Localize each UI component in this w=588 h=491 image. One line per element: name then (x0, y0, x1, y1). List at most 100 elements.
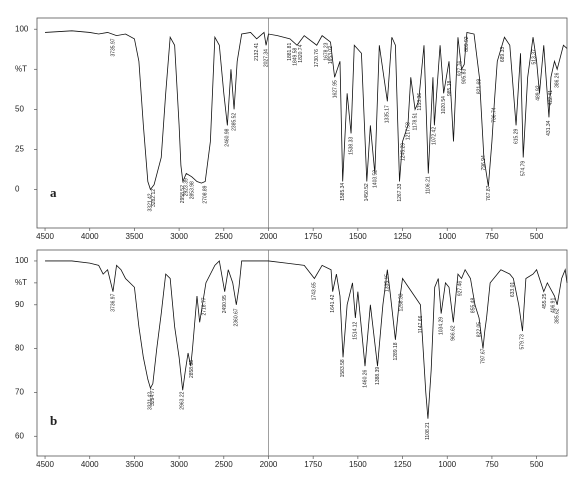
x-tick-label: 500 (530, 232, 544, 241)
peak-label: 1388.39 (375, 367, 381, 385)
peak-label: 2385.52 (231, 113, 237, 131)
peak-label: 1460.26 (362, 369, 368, 387)
x-tick-label: 1000 (438, 232, 456, 241)
x-tick-label: 1500 (349, 460, 367, 469)
peak-label: 2132.41 (254, 43, 260, 61)
peak-label: 1289.18 (393, 342, 399, 360)
peak-label: 889.92 (464, 36, 470, 52)
spectrum-line (45, 30, 568, 191)
peak-label: 3282.12 (151, 189, 157, 207)
peak-label: 386.26 (554, 72, 560, 88)
x-tick-label: 1750 (304, 232, 322, 241)
peak-label: 767.87 (486, 185, 492, 201)
peak-label: 385.62 (554, 308, 560, 324)
y-tick-label: 100 (15, 256, 29, 265)
peak-label: 821.69 (476, 79, 482, 95)
peak-label: 3736.97 (111, 293, 117, 311)
peak-label: 1034.29 (438, 317, 444, 335)
peak-label: 1108.21 (425, 422, 431, 440)
peak-label: 1450.52 (364, 183, 370, 201)
peak-label: 2958.52 (180, 185, 186, 203)
plot-frame (36, 249, 568, 457)
peak-label: 574.79 (521, 161, 527, 177)
y-tick-label: 100 (15, 24, 29, 33)
peak-label: 3294.77 (150, 388, 156, 406)
peak-label: 905.83 (461, 69, 467, 85)
y-tick-label: 50 (15, 104, 24, 113)
x-tick-label: 2500 (215, 460, 233, 469)
peak-label: 2853.98 (189, 181, 195, 199)
peak-label: 1147.66 (418, 315, 424, 333)
peak-label: 1178.51 (413, 113, 419, 131)
peak-label: 2963.22 (180, 391, 186, 409)
peak-label: 431.34 (546, 120, 552, 136)
x-tick-label: 1250 (394, 460, 412, 469)
y-tick-label: 70 (15, 388, 24, 397)
peak-label: 633.01 (510, 282, 516, 298)
peak-label: 489.92 (536, 85, 542, 101)
y-tick-label: 0 (15, 185, 20, 194)
y-tick-label: %T (15, 278, 27, 287)
peak-label: 455.25 (542, 293, 548, 309)
x-tick-label: 3500 (126, 460, 144, 469)
peak-label: 2708.89 (202, 185, 208, 203)
peak-label: 822.05 (476, 322, 482, 338)
peak-label: 1585.34 (340, 183, 346, 201)
peak-label: 1514.12 (353, 321, 359, 339)
peak-label: 1881.81 (287, 43, 293, 61)
peak-label: 2923.39 (183, 178, 189, 196)
peak-label: 927.46 (458, 281, 464, 297)
peak-label: 1730.76 (314, 49, 320, 67)
peak-label: 855.48 (470, 298, 476, 314)
peak-label: 3735.97 (111, 38, 117, 56)
peak-label: 406.91 (551, 298, 557, 314)
x-tick-label: 1500 (349, 232, 367, 241)
peak-label: 2360.67 (234, 308, 240, 326)
peak-label: 2490.95 (222, 295, 228, 313)
peak-label: 1678.23 (323, 42, 329, 60)
x-tick-label: 2500 (215, 232, 233, 241)
peak-label: 422.41 (548, 90, 554, 106)
peak-label: 2858.38 (189, 360, 195, 378)
peak-label: 615.29 (513, 129, 519, 145)
peak-label: 689.33 (500, 47, 506, 63)
y-tick-label: %T (15, 64, 27, 73)
peak-label: 2027.34 (263, 49, 269, 67)
peak-label: 966.62 (451, 325, 457, 341)
peak-label: 1820.74 (298, 44, 304, 62)
panel-label: a (50, 185, 57, 200)
peak-label: 1403.52 (372, 170, 378, 188)
peak-label: 1653.02 (328, 46, 334, 64)
y-tick-label: 90 (15, 300, 24, 309)
y-tick-label: 60 (15, 431, 24, 440)
peak-label: 1743.65 (312, 282, 318, 300)
x-tick-label: 4500 (36, 232, 54, 241)
panel-label: b (50, 413, 57, 428)
x-tick-label: 4000 (81, 460, 99, 469)
peak-label: 2718.77 (202, 297, 208, 315)
x-tick-label: 750 (485, 232, 499, 241)
peak-label: 1335.17 (385, 105, 391, 123)
peak-label: 1217.58 (406, 122, 412, 140)
peak-label: 1583.58 (340, 359, 346, 377)
peak-label: 1538.33 (348, 137, 354, 155)
x-tick-label: 4000 (81, 232, 99, 241)
peak-label: 1849.58 (293, 48, 299, 66)
peak-label: 2460.98 (225, 128, 231, 146)
peak-label: 1245.29 (401, 143, 407, 161)
x-tick-label: 2000 (260, 460, 278, 469)
peak-label: 1106.21 (426, 176, 432, 194)
peak-label: 796.94 (481, 155, 487, 171)
x-tick-label: 1750 (304, 460, 322, 469)
peak-label: 1267.33 (397, 183, 403, 201)
x-tick-label: 750 (485, 460, 499, 469)
peak-label: 985.18 (447, 81, 453, 97)
peak-label: 1153.36 (417, 93, 423, 111)
spectrum-line (45, 260, 568, 419)
x-tick-label: 4500 (36, 460, 54, 469)
x-tick-label: 1000 (438, 460, 456, 469)
peak-label: 1627.95 (332, 80, 338, 98)
peak-label: 1641.42 (330, 294, 336, 312)
peak-label: 3321.42 (148, 392, 154, 410)
